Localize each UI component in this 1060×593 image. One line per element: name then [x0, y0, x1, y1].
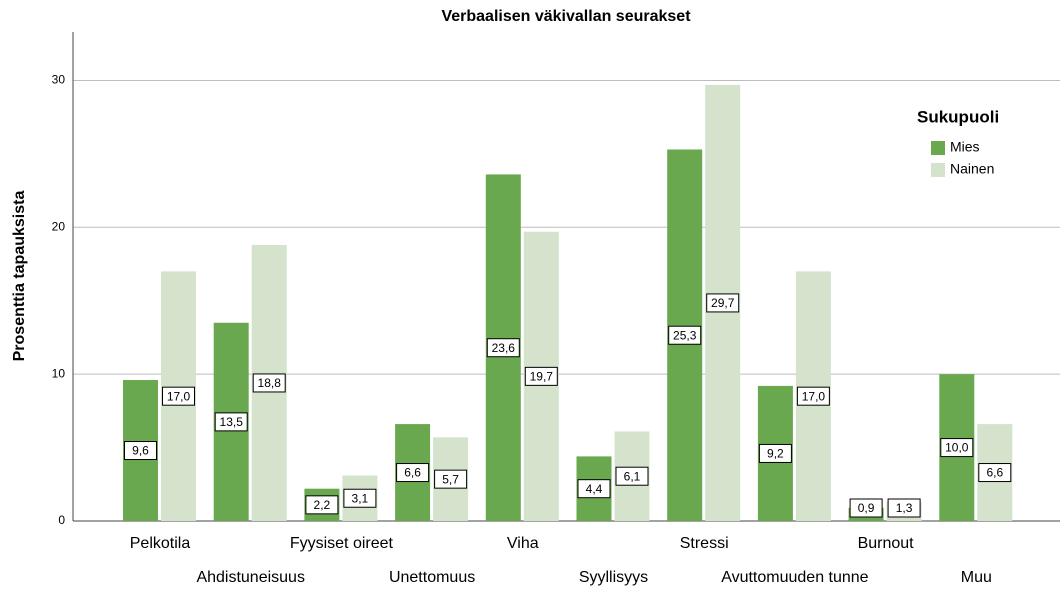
value-label-box [668, 325, 702, 345]
value-label-box [796, 386, 830, 406]
y-tick-label: 10 [52, 366, 66, 380]
value-label-box [940, 438, 974, 458]
chart-title: Verbaalisen väkivallan seurakset [441, 8, 691, 25]
y-tick-label: 20 [52, 219, 66, 233]
value-label-box [305, 495, 339, 515]
value-label-box [486, 338, 520, 358]
value-label-box [343, 488, 377, 508]
x-tick-label: Ahdistuneisuus [196, 569, 305, 586]
x-tick-label: Burnout [858, 535, 915, 552]
y-axis-label: Prosenttia tapauksista [11, 191, 28, 362]
y-tick-label: 30 [52, 73, 66, 87]
x-tick-label: Muu [961, 569, 992, 586]
x-tick-label: Avuttomuuden tunne [721, 569, 868, 586]
value-label: 5,7 [442, 472, 459, 486]
value-label: 17,0 [167, 389, 191, 403]
value-label-box [615, 466, 649, 486]
value-label: 6,6 [404, 466, 421, 480]
legend-swatch [931, 163, 945, 177]
value-label: 6,1 [624, 469, 641, 483]
value-label-box [124, 441, 157, 461]
x-tick-label: Syyllisyys [579, 569, 648, 586]
x-tick-label: Fyysiset oireet [290, 535, 394, 552]
value-label: 25,3 [673, 328, 697, 342]
value-label: 2,2 [314, 498, 331, 512]
value-label: 1,3 [896, 501, 913, 515]
value-label-box [396, 463, 430, 483]
legend-label: Nainen [950, 161, 994, 177]
value-label: 23,6 [492, 341, 516, 355]
value-label-box [887, 498, 921, 518]
x-tick-label: Viha [507, 535, 539, 552]
value-label-box [978, 463, 1012, 483]
x-tick-label: Pelkotila [130, 535, 191, 552]
y-tick-label: 0 [58, 513, 65, 527]
value-label: 10,0 [945, 441, 969, 455]
value-label: 3,1 [352, 491, 369, 505]
value-label: 6,6 [986, 466, 1003, 480]
value-label: 4,4 [586, 482, 603, 496]
value-label: 9,2 [767, 447, 784, 461]
value-label: 17,0 [802, 389, 826, 403]
value-label-box [162, 386, 195, 406]
value-label: 29,7 [711, 296, 735, 310]
legend-title: Sukupuoli [917, 107, 999, 126]
value-label-box [849, 498, 883, 518]
legend-label: Mies [950, 139, 980, 155]
value-label-box [577, 479, 611, 499]
value-label: 18,8 [258, 376, 282, 390]
value-label-box [214, 412, 248, 432]
value-label: 13,5 [220, 415, 244, 429]
value-label-box [758, 443, 792, 463]
value-label-box [434, 469, 468, 489]
value-label-box [524, 366, 558, 386]
legend-swatch [931, 141, 945, 155]
x-tick-label: Unettomuus [389, 569, 475, 586]
value-label: 9,6 [132, 444, 149, 458]
x-tick-label: Stressi [680, 535, 729, 552]
value-label: 19,7 [530, 370, 554, 384]
value-label-box [252, 373, 286, 393]
value-label: 0,9 [858, 501, 875, 515]
value-label-box [706, 293, 740, 313]
